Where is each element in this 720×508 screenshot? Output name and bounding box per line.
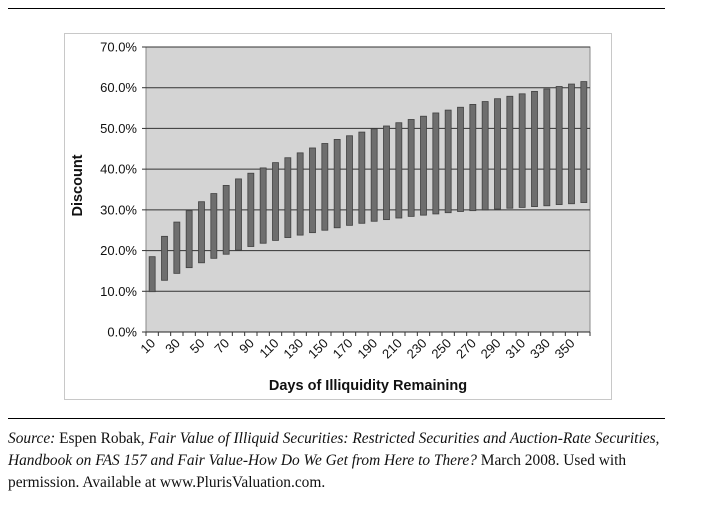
range-bar: [506, 95, 514, 209]
top-rule: [8, 8, 665, 9]
x-tick-label: 310: [502, 336, 528, 362]
caption-title: Fair Value of Illiquid Securities: Restr…: [8, 430, 660, 469]
range-bar: [432, 112, 440, 215]
x-tick-label: 290: [478, 336, 504, 362]
plot-area: [145, 46, 591, 333]
y-tick-label: 50.0%: [100, 121, 137, 136]
x-tick-label: 270: [453, 336, 479, 362]
x-tick-label: 50: [187, 336, 208, 357]
y-tick-label: 60.0%: [100, 80, 137, 95]
x-tick-label: 230: [404, 336, 430, 362]
range-bar: [272, 162, 279, 241]
x-tick-label: 70: [211, 336, 232, 357]
x-tick-label: 250: [428, 336, 454, 362]
x-tick-label: 190: [354, 336, 380, 362]
x-tick-label: 210: [379, 336, 405, 362]
range-bar: [333, 139, 341, 229]
range-bar: [531, 90, 538, 207]
range-bar: [370, 128, 378, 222]
y-tick-label: 20.0%: [100, 243, 137, 258]
range-bar: [296, 152, 304, 236]
range-bar: [444, 109, 452, 214]
x-tick-label: 170: [330, 336, 356, 362]
range-bar: [259, 167, 267, 244]
range-bar: [568, 83, 575, 205]
range-bar: [580, 81, 588, 203]
range-bar: [235, 178, 242, 251]
figure-caption: Source: Espen Robak, Fair Value of Illiq…: [8, 428, 670, 494]
x-tick-label: 90: [236, 336, 257, 357]
range-bar: [395, 122, 403, 219]
x-tick-label: 330: [527, 336, 553, 362]
range-bar: [358, 131, 366, 224]
discount-chart: 0.0% 10.0% 20.0% 30.0% 40.0% 50.0% 60.0% 70.0% 1…: [70, 40, 591, 394]
range-bar: [494, 98, 501, 210]
y-axis-title: Discount: [70, 154, 86, 216]
range-bar: [420, 115, 427, 216]
range-bar: [148, 256, 156, 293]
range-bar: [469, 104, 477, 212]
range-bar: [407, 119, 415, 217]
caption-source-label: Source:: [8, 430, 56, 447]
range-bar: [247, 172, 255, 247]
range-bar: [346, 135, 353, 226]
range-bar: [457, 106, 464, 212]
range-bar: [321, 143, 329, 231]
range-bar: [222, 185, 230, 255]
range-bar: [284, 157, 292, 238]
range-bar: [518, 93, 526, 208]
x-axis-title: Days of Illiquidity Remaining: [269, 378, 467, 394]
x-tick-label: 10: [137, 336, 158, 357]
chart-frame: 0.0% 10.0% 20.0% 30.0% 40.0% 50.0% 60.0% 70.0% 1…: [64, 33, 612, 400]
range-bar: [383, 125, 390, 221]
range-bar: [543, 88, 551, 207]
caption-author: Espen Robak,: [55, 430, 149, 447]
x-tick-label: 150: [305, 336, 331, 362]
y-tick-label: 10.0%: [100, 284, 137, 299]
range-bar: [210, 193, 218, 259]
range-bar: [161, 235, 168, 281]
y-tick-label: 40.0%: [100, 162, 137, 177]
y-tick-label: 30.0%: [100, 202, 137, 217]
x-tick-label: 110: [256, 336, 281, 361]
y-tick-label: 0.0%: [107, 325, 137, 340]
bottom-rule: [8, 418, 665, 419]
range-bar: [198, 201, 205, 264]
x-tick-label: 130: [280, 336, 306, 362]
x-tick-label: 350: [552, 336, 578, 362]
range-bar: [309, 147, 316, 234]
range-bar: [185, 210, 193, 269]
range-bar: [555, 86, 563, 205]
range-bar: [173, 221, 181, 274]
caption-rest: March 2008. Used with permission. Availa…: [8, 452, 627, 491]
y-tick-label: 70.0%: [100, 40, 137, 55]
x-tick-label: 30: [162, 336, 183, 357]
range-bar: [481, 101, 489, 211]
